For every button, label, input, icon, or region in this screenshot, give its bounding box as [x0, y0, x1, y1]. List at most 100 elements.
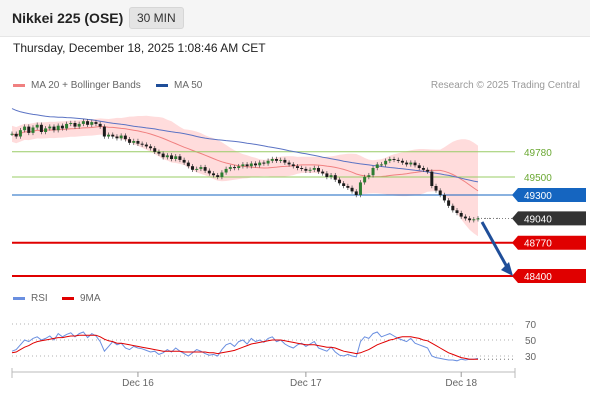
candle-body	[90, 122, 94, 125]
candle-body	[438, 190, 442, 195]
candle-body	[283, 159, 287, 163]
candle-body	[329, 175, 333, 177]
candle-body	[212, 173, 216, 176]
candle-body	[270, 159, 274, 161]
candle-body	[170, 155, 174, 159]
candle-body	[52, 126, 56, 131]
candle-body	[266, 160, 270, 164]
candle-body	[274, 159, 278, 161]
candle-body	[144, 144, 148, 147]
candle-body	[31, 127, 35, 133]
candle-body	[346, 186, 350, 188]
candle-body	[165, 155, 169, 158]
candle-body	[60, 125, 64, 129]
candle-body	[459, 213, 463, 217]
candle-body	[14, 133, 18, 137]
candle-body	[308, 169, 312, 171]
candle-body	[128, 139, 132, 143]
ma50-line	[11, 108, 479, 183]
candle-body	[455, 210, 459, 213]
candle-body	[207, 170, 211, 174]
candle-body	[77, 123, 81, 127]
legend-ma50: MA 50	[156, 80, 202, 91]
research-credit: Research © 2025 Trading Central	[430, 80, 580, 91]
candle-body	[27, 126, 31, 133]
ma50-swatch	[156, 83, 168, 87]
candle-body	[262, 162, 266, 164]
pivot-badge-49300	[512, 188, 586, 202]
candle-body	[325, 173, 329, 177]
candles	[10, 118, 480, 223]
candle-body	[253, 163, 257, 166]
candle-body	[140, 143, 144, 145]
candle-body	[220, 172, 224, 177]
candle-body	[468, 218, 472, 221]
candle-body	[161, 153, 165, 158]
candle-body	[44, 128, 48, 132]
rsi-ma-label: 9MA	[80, 293, 101, 304]
candle-body	[476, 218, 480, 220]
candle-body	[396, 159, 400, 161]
candle-body	[123, 135, 127, 140]
candle-body	[312, 168, 316, 170]
forecast-arrow-head	[501, 262, 513, 276]
interval-selector[interactable]: 30 MIN	[129, 7, 184, 29]
candle-body	[409, 162, 413, 165]
candle-body	[94, 122, 98, 124]
candle-body	[191, 166, 195, 170]
candle-body	[199, 167, 203, 169]
x-tick-label: Dec 16	[122, 378, 154, 389]
ma50-label: MA 50	[174, 80, 203, 91]
candle-body	[405, 162, 409, 165]
candle-body	[18, 130, 22, 137]
candle-body	[337, 179, 341, 184]
candle-body	[132, 141, 136, 143]
last-price-badge	[512, 211, 586, 226]
candle-body	[371, 168, 375, 176]
candle-body	[300, 168, 304, 169]
candle-body	[321, 171, 325, 174]
candle-body	[392, 159, 396, 160]
timestamp: Thursday, December 18, 2025 1:08:46 AM C…	[13, 41, 266, 55]
level-label-48770: 48770	[524, 239, 552, 250]
candle-body	[291, 164, 295, 167]
instrument-title: Nikkei 225 (OSE)	[12, 10, 124, 26]
candle-body	[237, 166, 241, 168]
candle-body	[384, 160, 388, 165]
candle-body	[48, 126, 52, 129]
candle-body	[153, 148, 157, 152]
candle-body	[174, 156, 178, 159]
candle-body	[367, 175, 371, 177]
support-badge-48770	[512, 235, 586, 250]
rsi-ma-line	[11, 334, 478, 360]
candle-body	[472, 219, 476, 221]
candle-body	[295, 166, 299, 168]
candle-body	[388, 159, 392, 161]
candle-body	[417, 165, 421, 168]
candle-body	[182, 159, 186, 163]
candle-body	[342, 183, 346, 186]
candle-body	[111, 134, 115, 137]
candle-body	[241, 164, 245, 167]
candle-body	[363, 177, 367, 183]
candle-body	[81, 121, 85, 124]
candle-body	[157, 151, 161, 154]
candle-body	[107, 134, 111, 137]
candle-body	[316, 168, 320, 172]
candle-body	[98, 123, 102, 127]
bollinger-swatch	[13, 83, 25, 87]
candle-body	[56, 125, 60, 131]
candle-body	[333, 175, 337, 180]
rsi-label: RSI	[31, 293, 48, 304]
candle-body	[249, 163, 253, 167]
support-badge-48400	[512, 269, 586, 283]
candle-body	[73, 123, 77, 127]
candle-body	[65, 123, 69, 129]
candle-body	[358, 182, 362, 195]
candle-body	[69, 123, 73, 124]
candle-body	[375, 164, 379, 168]
legend-rsi-ma: 9MA	[62, 293, 101, 304]
candle-body	[447, 200, 451, 206]
candle-body	[463, 216, 467, 219]
